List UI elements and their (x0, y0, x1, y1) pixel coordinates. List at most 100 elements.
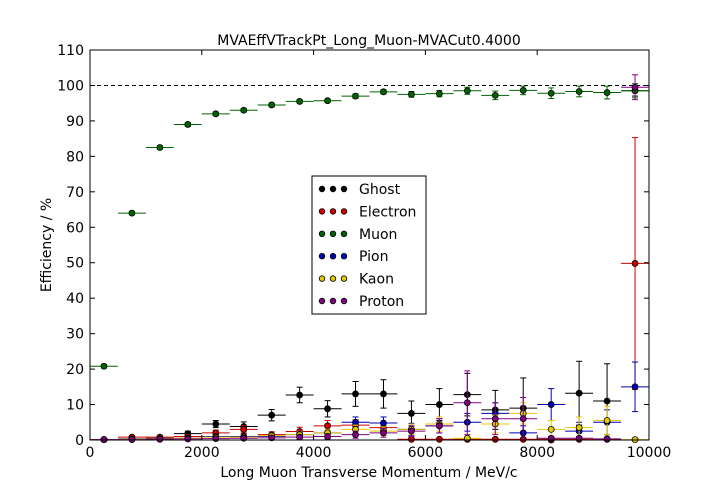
legend-marker-muon (340, 230, 348, 237)
legend-marker-proton (329, 297, 337, 305)
y-tick-label: 0 (75, 433, 84, 449)
legend-box (311, 175, 427, 315)
y-tick-label: 110 (57, 43, 84, 59)
muon-point (100, 362, 108, 370)
x-tick-label: 2000 (184, 445, 220, 461)
legend-entry-ghost: Ghost (318, 182, 401, 198)
legend-entry-proton: Proton (318, 294, 404, 310)
kaon-point (603, 417, 611, 424)
electron-point (240, 425, 248, 433)
legend-marker-proton (318, 297, 326, 305)
electron-point (491, 435, 499, 443)
muon-point (240, 106, 248, 114)
legend-marker-pion (340, 253, 348, 260)
chart-title: MVAEffVTrackPt_Long_Muon-MVACut0.4000 (217, 33, 521, 49)
ghost-point (268, 411, 276, 419)
proton-point (212, 435, 220, 442)
legend-marker-ghost (340, 185, 348, 193)
proton-point (603, 435, 611, 443)
y-tick-label: 60 (66, 220, 84, 236)
legend-marker-ghost (329, 185, 337, 193)
ghost-point (296, 391, 304, 399)
ghost-point (212, 420, 220, 428)
ghost-point (352, 390, 359, 398)
plot-frame (89, 49, 650, 441)
y-tick-label: 10 (66, 398, 84, 414)
muon-point (184, 121, 192, 128)
y-axis-label: Efficiency / % (39, 198, 55, 292)
pion-point (352, 418, 359, 426)
legend-label-muon: Muon (359, 227, 397, 243)
muon-point (324, 97, 331, 105)
legend-marker-electron (329, 208, 337, 215)
y-tick-label: 80 (66, 149, 84, 165)
legend-label-kaon: Kaon (359, 272, 394, 288)
legend-marker-electron (318, 208, 326, 215)
legend-marker-kaon (340, 275, 348, 282)
proton-point (631, 83, 639, 91)
muon-point (463, 87, 471, 95)
proton-point (352, 431, 359, 439)
electron-point (324, 422, 331, 430)
legend-label-electron: Electron (359, 204, 416, 220)
ghost-point (435, 401, 443, 408)
x-tick-label: 0 (86, 445, 95, 461)
proton-point (435, 422, 443, 430)
proton-point (408, 427, 415, 435)
x-tick-label: 10000 (627, 445, 672, 461)
x-tick-label: 8000 (519, 445, 555, 461)
legend-marker-electron (340, 208, 348, 215)
proton-point (463, 399, 471, 407)
y-tick-label: 30 (66, 327, 84, 343)
proton-point (324, 433, 331, 440)
pion-point (380, 419, 387, 427)
kaon-point (575, 424, 583, 431)
muon-point (408, 90, 415, 98)
legend-entry-muon: Muon (318, 227, 397, 243)
x-tick-label: 6000 (408, 445, 444, 461)
muon-point (435, 90, 443, 98)
proton-point (380, 429, 387, 437)
ghost-point (324, 405, 331, 413)
pion-point (631, 383, 639, 391)
ghost-point (380, 390, 387, 398)
x-axis-label: Long Muon Transverse Momentum / MeV/c (220, 465, 517, 481)
series-muon (90, 83, 649, 370)
muon-point (268, 101, 276, 109)
legend-marker-pion (318, 253, 326, 260)
electron-point (408, 435, 415, 443)
legend-marker-kaon (329, 275, 337, 282)
muon-point (128, 209, 136, 217)
y-tick-label: 90 (66, 114, 84, 130)
y-tick-label: 100 (57, 78, 84, 94)
muon-point (380, 88, 387, 96)
muon-point (296, 98, 304, 105)
pion-point (547, 401, 555, 408)
x-tick-label: 4000 (296, 445, 332, 461)
muon-point (547, 89, 555, 97)
y-tick-label: 70 (66, 185, 84, 201)
y-tick-label: 20 (66, 362, 84, 378)
legend-entry-kaon: Kaon (318, 272, 394, 288)
electron-point (435, 435, 443, 443)
proton-point (491, 415, 499, 423)
legend-label-ghost: Ghost (359, 182, 401, 198)
proton-point (156, 435, 164, 443)
muon-point (352, 92, 359, 100)
legend-entry-pion: Pion (318, 249, 388, 265)
proton-point (184, 435, 192, 443)
muon-point (212, 110, 220, 118)
legend: Ghost Electron Muon Pion Kaon Proton (311, 175, 427, 315)
ghost-point (603, 397, 611, 405)
legend-marker-pion (329, 253, 337, 260)
legend-marker-muon (318, 230, 326, 237)
legend-label-proton: Proton (359, 294, 404, 310)
proton-point (296, 433, 304, 441)
ghost-point (408, 410, 415, 417)
legend-marker-kaon (318, 275, 326, 282)
legend-marker-proton (340, 297, 348, 305)
y-tick-label: 50 (66, 256, 84, 272)
muon-point (519, 87, 527, 94)
muon-point (575, 88, 583, 95)
kaon-point (547, 425, 555, 433)
